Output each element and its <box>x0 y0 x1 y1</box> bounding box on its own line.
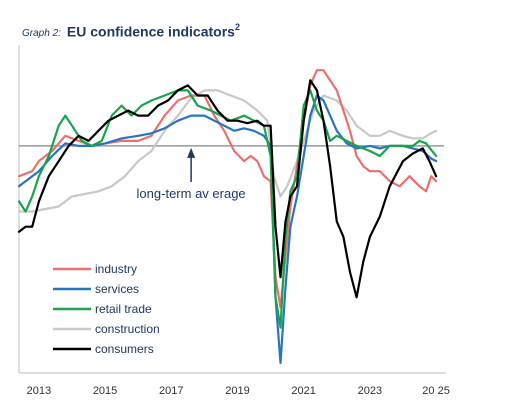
x-tick-label: 2019 <box>225 385 249 397</box>
legend: industry services retail trade construction… <box>53 262 160 356</box>
annotation-layer: long-term av erage <box>137 147 246 201</box>
series-line-construction <box>17 89 438 213</box>
x-tick-label: 2023 <box>358 385 382 397</box>
series-line-retail-trade <box>17 89 438 329</box>
legend-label: industry <box>95 262 137 276</box>
title-footnote-mark: 2 <box>234 22 240 32</box>
annotation-label: long-term av erage <box>137 186 246 201</box>
legend-label: consumers <box>95 342 154 356</box>
x-tick-label: 2015 <box>93 385 117 397</box>
x-tick-label: 2021 <box>291 385 315 397</box>
annotation-arrow-head <box>187 147 196 158</box>
chart-title: Graph 2: EU confidence indicators2 <box>22 22 240 41</box>
x-tick-label: 2017 <box>159 385 183 397</box>
x-tick-labels: 2013 2015 2017 2019 2021 2023 20 25 <box>27 385 450 397</box>
legend-label: services <box>95 282 139 296</box>
legend-label: retail trade <box>95 302 152 316</box>
graph-number: Graph 2: <box>22 28 61 40</box>
series-line-consumers <box>17 79 438 299</box>
legend-label: construction <box>95 322 160 336</box>
x-tick-label: 20 25 <box>422 385 450 397</box>
x-tick-label: 2013 <box>27 385 51 397</box>
main-title: EU confidence indicators <box>66 23 235 40</box>
series-layer <box>17 69 438 364</box>
